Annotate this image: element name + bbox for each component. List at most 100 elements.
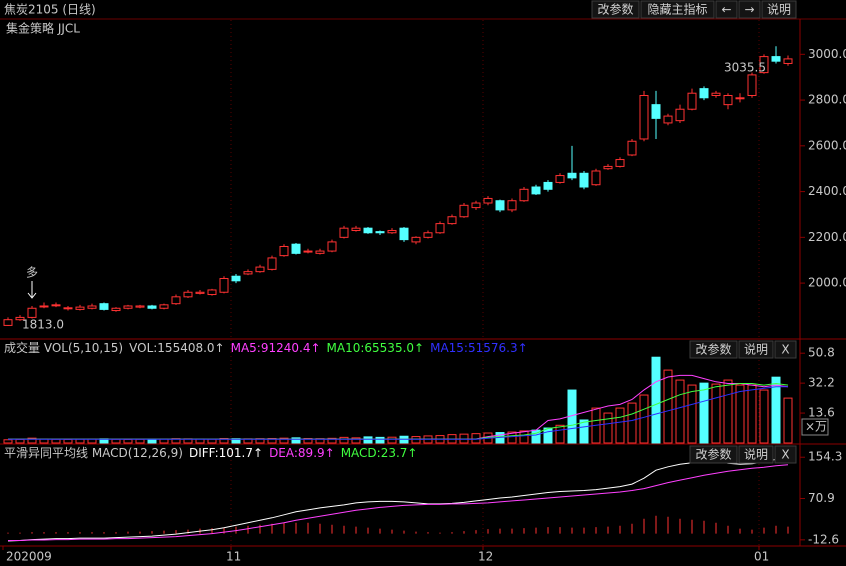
candle-body xyxy=(399,227,409,241)
button-bg xyxy=(715,0,738,19)
y-tick-label: 2400.0 xyxy=(808,184,846,198)
candle-body xyxy=(279,245,289,257)
candle-body xyxy=(771,56,781,62)
button[interactable]: 改参数 xyxy=(591,0,640,19)
button[interactable]: 改参数 xyxy=(689,340,738,359)
candle-body xyxy=(471,202,481,209)
candle-body xyxy=(87,305,97,309)
candle-body xyxy=(375,231,385,234)
candle-body xyxy=(531,186,541,195)
candle-body xyxy=(351,227,361,231)
volume-bar xyxy=(123,438,133,444)
y-tick-label: 32.2 xyxy=(808,376,835,390)
button-label: 改参数 xyxy=(597,2,633,17)
y-tick-label: 70.9 xyxy=(808,491,835,505)
candle-body xyxy=(627,140,637,156)
candle-body xyxy=(147,305,157,309)
volume-bar xyxy=(27,437,37,444)
candle-body xyxy=(339,227,349,238)
volume-bar xyxy=(375,436,385,444)
y-tick-label: 2800.0 xyxy=(808,93,846,107)
line xyxy=(7,458,788,542)
volume-bar xyxy=(279,437,289,444)
volume-bar xyxy=(711,383,721,444)
button-label: 隐藏主指标 xyxy=(647,2,707,17)
legend-item: MACD:23.7↑ xyxy=(341,446,418,460)
button[interactable]: ← xyxy=(715,0,738,19)
button[interactable]: → xyxy=(738,0,761,19)
volume-bar xyxy=(687,384,697,444)
button[interactable]: X xyxy=(774,340,797,359)
volume-bar xyxy=(351,437,361,444)
candle-body xyxy=(75,306,85,310)
candle-body xyxy=(555,175,565,183)
indicator-name: 集金策略 JJCL xyxy=(6,21,80,36)
y-tick-label: 50.8 xyxy=(808,346,835,360)
volume-bar xyxy=(327,437,337,444)
candle-body xyxy=(711,92,721,96)
volume-bar xyxy=(543,427,553,444)
button[interactable]: 说明 xyxy=(738,445,774,464)
volume-bar xyxy=(507,431,517,444)
candle-body xyxy=(519,188,529,202)
volume-bar xyxy=(747,384,757,444)
candle-body xyxy=(687,92,697,110)
line xyxy=(8,386,788,440)
button-bg xyxy=(738,340,774,359)
volume-bar xyxy=(555,424,565,444)
candle-body xyxy=(135,305,145,308)
volume-bar xyxy=(651,356,661,444)
candle-body xyxy=(39,305,49,308)
y-tick-label: 2000.0 xyxy=(808,276,846,290)
candle-body xyxy=(543,181,553,190)
annotation: 多 xyxy=(26,266,38,280)
volume-bar xyxy=(267,437,277,444)
button[interactable]: 改参数 xyxy=(689,445,738,464)
candle-body xyxy=(567,172,577,179)
candle-body xyxy=(735,97,745,100)
y-tick-label: 13.6 xyxy=(808,406,835,420)
volume-bar xyxy=(51,438,61,444)
chart-title: 焦炭2105 (日线) xyxy=(4,3,96,17)
candle-body xyxy=(123,305,133,309)
volume-bar xyxy=(663,369,673,444)
button-bg xyxy=(738,445,774,464)
line xyxy=(8,464,789,541)
candle-body xyxy=(63,307,73,310)
x-tick-label: 01 xyxy=(754,550,769,564)
annotation: 3035.5 xyxy=(724,61,766,75)
button-label: → xyxy=(744,3,754,17)
x-tick-label: 12 xyxy=(478,550,493,564)
button[interactable]: 说明 xyxy=(738,340,774,359)
legend: 成交量 VOL(5,10,15) VOL:155408.0↑ MA5:91240.4… xyxy=(4,340,528,355)
candle-body xyxy=(255,266,265,273)
volume-bar xyxy=(723,379,733,444)
candle-body xyxy=(51,304,61,307)
volume-bar xyxy=(135,438,145,444)
button-label: 改参数 xyxy=(695,342,731,357)
button[interactable]: 说明 xyxy=(761,0,797,19)
button-label: X xyxy=(781,448,789,462)
x-tick-label: 11 xyxy=(226,550,241,564)
candle-body xyxy=(591,170,601,186)
volume-bar xyxy=(579,419,589,444)
candle-body xyxy=(99,303,109,310)
volume-bar xyxy=(735,384,745,444)
candle-body xyxy=(183,291,193,298)
y-tick-label: 3000.0 xyxy=(808,47,846,61)
candle-body xyxy=(207,289,217,296)
button-bg xyxy=(689,340,738,359)
candle-body xyxy=(267,257,277,270)
volume-bar xyxy=(3,439,13,444)
button[interactable]: X xyxy=(774,445,797,464)
volume-bar xyxy=(699,382,709,444)
candle-body xyxy=(387,229,397,234)
candle-body xyxy=(327,241,337,252)
button-label: 说明 xyxy=(744,447,768,462)
candle-body xyxy=(639,94,649,140)
button-label: 改参数 xyxy=(695,447,731,462)
button[interactable]: 隐藏主指标 xyxy=(640,0,715,19)
arrow-head xyxy=(27,292,37,299)
button-bg xyxy=(761,0,797,19)
candle-body xyxy=(675,108,685,122)
